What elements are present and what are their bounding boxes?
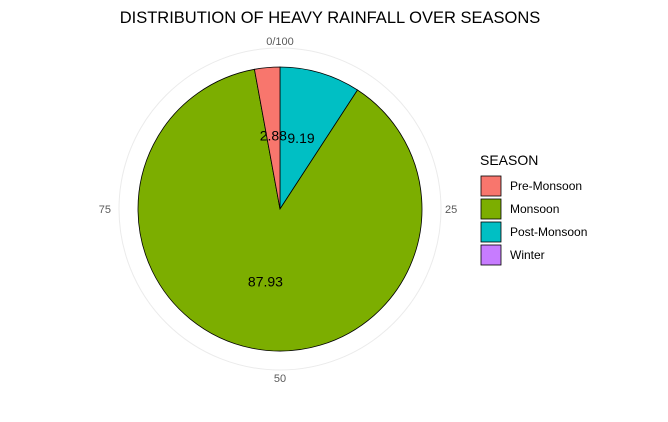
- chart-title: DISTRIBUTION OF HEAVY RAINFALL OVER SEAS…: [120, 9, 541, 27]
- legend-label-post-monsoon: Post-Monsoon: [510, 225, 587, 239]
- angle-tick-label: 0/100: [266, 36, 294, 48]
- data-labels: 2.88 87.93 9.19: [248, 127, 315, 289]
- legend-title: SEASON: [480, 152, 538, 168]
- slice-pre-monsoon: [253, 66, 281, 210]
- legend-key-pre-monsoon: [480, 175, 502, 197]
- angle-ticks: 0/100 25 50 75: [99, 36, 458, 385]
- data-label-monsoon: 87.93: [248, 273, 283, 289]
- angle-tick-label: 25: [445, 204, 457, 216]
- legend-key-winter: [480, 244, 502, 266]
- polar-grid: [118, 47, 442, 371]
- legend-label-monsoon: Monsoon: [510, 202, 559, 216]
- data-label-pre-monsoon: 2.88: [260, 127, 287, 143]
- data-label-post-monsoon: 9.19: [287, 130, 314, 146]
- slice-post-monsoon: [279, 66, 359, 211]
- legend-label-pre-monsoon: Pre-Monsoon: [510, 179, 582, 193]
- legend-label-winter: Winter: [510, 248, 545, 262]
- legend: SEASON Pre-Monsoon Monsoon Post-Monsoon Win…: [480, 152, 587, 266]
- legend-key-post-monsoon: [480, 221, 502, 243]
- angle-tick-label: 50: [274, 373, 286, 385]
- angle-tick-label: 75: [99, 204, 111, 216]
- grid-circle: [118, 47, 442, 371]
- pie-slices: [137, 66, 423, 352]
- slice-monsoon: [137, 68, 423, 352]
- legend-key-monsoon: [480, 198, 502, 220]
